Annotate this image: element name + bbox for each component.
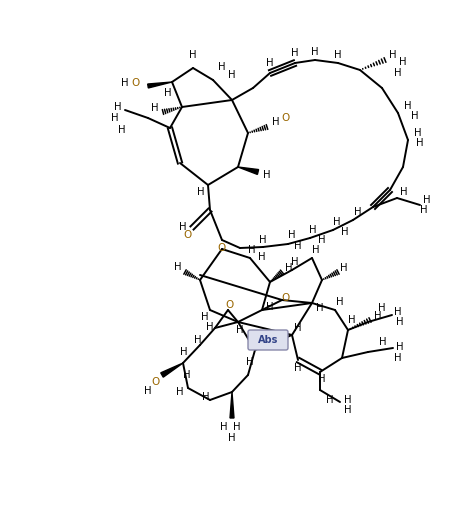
Text: H: H (201, 312, 209, 322)
Text: H: H (248, 245, 256, 255)
Text: O: O (183, 230, 191, 240)
Text: H: H (344, 395, 352, 405)
Text: H: H (374, 311, 382, 321)
Text: H: H (340, 263, 348, 273)
Text: O: O (281, 293, 289, 303)
Text: H: H (291, 257, 299, 267)
Text: H: H (394, 353, 402, 363)
Text: H: H (263, 170, 271, 180)
Polygon shape (230, 392, 234, 418)
Text: H: H (272, 117, 280, 127)
Text: H: H (194, 335, 202, 345)
Text: H: H (174, 262, 182, 272)
Text: H: H (202, 392, 210, 402)
Polygon shape (148, 82, 172, 88)
Text: H: H (396, 342, 404, 352)
Text: H: H (396, 317, 404, 327)
Polygon shape (161, 363, 183, 377)
Text: H: H (220, 422, 228, 432)
Text: H: H (144, 386, 152, 396)
Text: O: O (218, 243, 226, 253)
Text: H: H (121, 78, 128, 88)
Text: H: H (414, 128, 422, 138)
Text: H: H (294, 363, 302, 373)
Text: H: H (246, 357, 254, 367)
Text: H: H (309, 225, 317, 235)
Text: H: H (180, 347, 188, 357)
Text: H: H (334, 50, 342, 60)
Text: H: H (164, 88, 172, 98)
Text: H: H (416, 138, 424, 148)
Text: H: H (151, 103, 159, 113)
Text: H: H (176, 387, 184, 397)
Text: H: H (344, 405, 352, 415)
Text: H: H (326, 395, 334, 405)
Text: H: H (285, 263, 293, 273)
Text: H: H (111, 113, 119, 123)
Text: H: H (258, 252, 266, 262)
Text: H: H (228, 433, 236, 443)
Text: H: H (333, 217, 341, 227)
Text: H: H (379, 337, 387, 347)
Text: H: H (233, 422, 241, 432)
Text: H: H (378, 303, 386, 313)
Text: H: H (394, 68, 402, 78)
Text: H: H (114, 102, 122, 112)
Text: O: O (132, 78, 140, 88)
Text: H: H (294, 323, 302, 333)
Text: H: H (348, 315, 356, 325)
Text: O: O (151, 377, 159, 387)
Text: H: H (341, 227, 349, 237)
Text: H: H (389, 50, 397, 60)
Text: H: H (312, 245, 320, 255)
Text: O: O (281, 113, 289, 123)
Text: O: O (226, 300, 234, 310)
Text: H: H (197, 187, 205, 197)
Text: H: H (259, 235, 267, 245)
Text: H: H (400, 187, 408, 197)
Text: H: H (316, 303, 324, 313)
Text: H: H (266, 58, 274, 68)
Text: H: H (311, 47, 319, 57)
Text: H: H (179, 222, 187, 232)
Text: H: H (354, 207, 362, 217)
Text: H: H (294, 241, 302, 251)
Text: H: H (404, 101, 412, 111)
Text: H: H (189, 50, 197, 60)
Text: H: H (266, 302, 274, 312)
Text: H: H (399, 57, 407, 67)
Text: H: H (411, 111, 419, 121)
Text: H: H (420, 205, 428, 215)
Text: H: H (288, 230, 296, 240)
Text: H: H (118, 125, 126, 135)
Text: H: H (394, 307, 402, 317)
Text: H: H (336, 297, 344, 307)
Text: H: H (236, 325, 244, 335)
FancyBboxPatch shape (248, 330, 288, 350)
Text: H: H (318, 374, 326, 384)
Text: H: H (291, 48, 299, 58)
Text: H: H (318, 235, 326, 245)
Text: H: H (218, 62, 226, 72)
Text: H: H (206, 322, 214, 332)
Polygon shape (238, 167, 259, 174)
Text: H: H (228, 70, 236, 80)
Text: Abs: Abs (258, 335, 278, 345)
Text: H: H (423, 195, 431, 205)
Text: H: H (183, 370, 191, 380)
